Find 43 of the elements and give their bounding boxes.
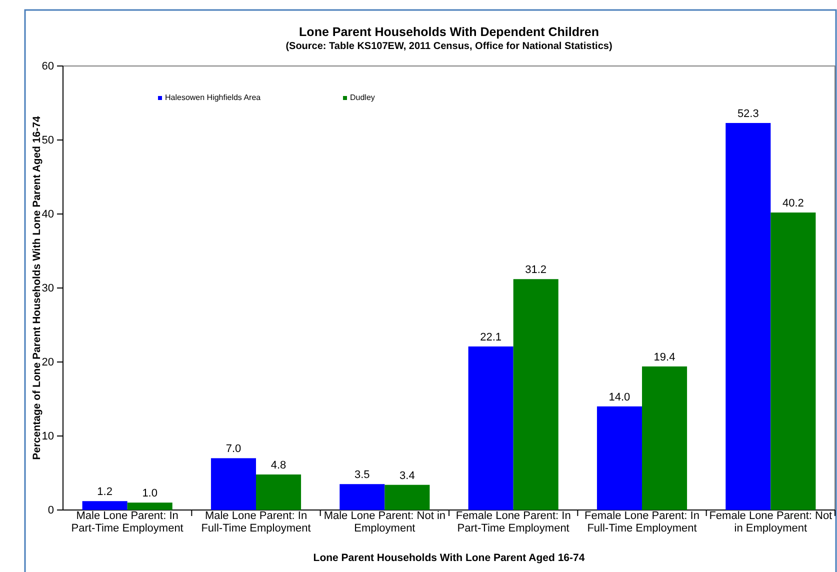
data-label: 1.0	[142, 488, 158, 500]
y-tick-label: 0	[48, 504, 54, 517]
bar	[642, 366, 688, 510]
bar	[256, 474, 302, 510]
x-tick-label: Female Lone Parent: In Part-Time Employment	[456, 510, 571, 535]
y-tick-label: 20	[42, 356, 54, 369]
data-label: 19.4	[654, 351, 676, 364]
data-label: 3.5	[354, 469, 370, 482]
legend-label: Halesowen Highfields Area	[165, 93, 262, 102]
data-label: 4.8	[270, 459, 286, 472]
legend-label: Dudley	[350, 93, 375, 102]
bar	[127, 502, 172, 510]
data-label: 7.0	[226, 443, 242, 456]
data-label: 22.1	[480, 331, 502, 344]
bar	[82, 501, 128, 510]
x-tick-label: Female Lone Parent: In Full-Time Employment	[584, 510, 700, 535]
bar	[596, 406, 642, 510]
chart-subtitle: (Source: Table KS107EW, 2011 Census, Office for National Statistics)	[286, 41, 612, 52]
x-tick-label: Female Lone Parent: Not in Employment	[709, 510, 832, 535]
data-label: 52.3	[737, 108, 759, 120]
bar	[770, 212, 816, 510]
bar	[384, 484, 430, 510]
x-tick-label: Male Lone Parent: Not in Employment	[324, 510, 446, 535]
y-axis-title: Percentage of Lone Parent Households With Lone Parent Aged 16-74	[31, 116, 43, 460]
data-label: 3.4	[400, 470, 415, 482]
data-label: 31.2	[525, 264, 547, 276]
data-label: 40.2	[782, 198, 804, 210]
data-label: 1.2	[97, 486, 112, 498]
y-tick-label: 10	[42, 430, 54, 443]
x-tick-label: Male Lone Parent: In Part-Time Employment	[71, 510, 184, 535]
x-axis-title: Lone Parent Households With Lone Parent Aged 16-74	[313, 552, 585, 564]
bar	[726, 122, 771, 510]
bar	[513, 279, 558, 510]
bar	[210, 458, 256, 510]
bar	[468, 346, 514, 510]
y-tick-label: 30	[42, 282, 54, 295]
chart-title: Lone Parent Households With Dependent Children	[299, 25, 599, 39]
bar	[340, 484, 385, 510]
y-tick-label: 40	[42, 208, 54, 221]
data-label: 14.0	[608, 391, 630, 404]
y-tick-label: 50	[42, 134, 54, 147]
x-tick-label: Male Lone Parent: In Full-Time Employment	[201, 510, 311, 535]
y-tick-label: 60	[42, 60, 54, 73]
